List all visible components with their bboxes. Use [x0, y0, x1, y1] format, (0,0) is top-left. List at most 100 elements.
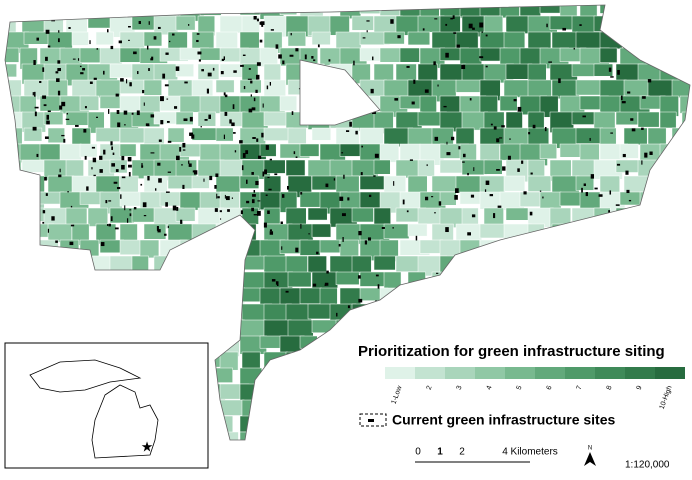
site: [644, 197, 646, 203]
tract: [319, 383, 339, 405]
tract: [399, 287, 428, 303]
site: [434, 212, 436, 214]
tract: [199, 143, 223, 162]
site: [493, 126, 497, 130]
site: [108, 200, 112, 202]
site: [438, 201, 442, 206]
site: [44, 176, 47, 181]
site: [216, 193, 218, 199]
tract: [479, 223, 508, 239]
site: [360, 172, 363, 176]
site: [502, 166, 506, 171]
site: [56, 78, 60, 82]
site: [253, 189, 256, 193]
site: [270, 29, 274, 31]
sites-icon-mark: [368, 419, 374, 422]
tract: [191, 127, 218, 141]
tract: [307, 63, 325, 87]
site: [641, 160, 643, 165]
site: [34, 106, 39, 109]
site: [93, 77, 97, 80]
site: [148, 68, 150, 71]
site: [280, 221, 283, 225]
site: [347, 197, 350, 201]
site: [57, 90, 61, 96]
site: [269, 229, 273, 232]
site: [136, 110, 140, 116]
site: [617, 69, 620, 75]
tract: [95, 31, 114, 46]
site: [233, 132, 236, 134]
tract: [619, 5, 645, 14]
site: [422, 28, 425, 31]
site: [582, 115, 586, 118]
tract: [279, 431, 301, 440]
site: [622, 153, 626, 158]
tract: [5, 319, 29, 340]
tract: [335, 367, 360, 385]
tract: [167, 319, 192, 342]
scale-label: 2: [459, 447, 465, 458]
site: [295, 247, 299, 253]
tract: [479, 143, 500, 163]
site: [269, 158, 272, 161]
site: [168, 40, 171, 43]
site: [157, 162, 161, 166]
site: [82, 68, 86, 71]
site: [496, 168, 500, 171]
tract: [329, 399, 353, 417]
site: [562, 27, 567, 31]
tract: [191, 79, 214, 97]
tract: [359, 5, 384, 14]
tract: [647, 415, 675, 436]
tract: [287, 31, 306, 47]
tract: [623, 223, 642, 237]
tract: [479, 287, 503, 301]
site: [111, 163, 116, 167]
site: [214, 208, 218, 212]
site: [628, 199, 632, 202]
site: [121, 176, 126, 179]
site: [113, 181, 118, 184]
site: [47, 228, 50, 233]
site: [165, 52, 169, 55]
site: [543, 279, 546, 283]
tract: [681, 159, 690, 178]
tract: [539, 191, 562, 211]
tract: [5, 207, 28, 228]
tract: [407, 223, 428, 237]
legend-class-label: 1-Low: [391, 384, 404, 405]
tract: [479, 271, 500, 292]
tract: [671, 319, 690, 341]
legend-class-label: 8: [606, 385, 614, 391]
site: [610, 33, 614, 37]
site: [110, 216, 113, 222]
site: [308, 233, 310, 235]
tract: [549, 255, 576, 277]
tract: [599, 287, 621, 304]
site: [225, 196, 230, 201]
site: [55, 71, 59, 74]
tract: [527, 271, 555, 287]
site: [207, 72, 212, 77]
site: [517, 168, 520, 172]
site: [146, 125, 150, 127]
site: [625, 170, 629, 175]
tract: [299, 383, 322, 404]
site: [253, 15, 257, 20]
tract: [383, 223, 410, 239]
tract: [65, 255, 83, 274]
site: [341, 213, 346, 217]
tract: [623, 31, 654, 48]
legend-swatch: [595, 367, 625, 379]
site: [251, 171, 254, 175]
tract: [285, 399, 305, 419]
tract: [659, 159, 677, 182]
tract: [359, 383, 386, 406]
tract: [439, 191, 457, 206]
tract: [461, 207, 479, 227]
tract: [79, 191, 104, 205]
tract: [575, 223, 601, 239]
site: [366, 30, 368, 33]
tract: [615, 399, 638, 419]
